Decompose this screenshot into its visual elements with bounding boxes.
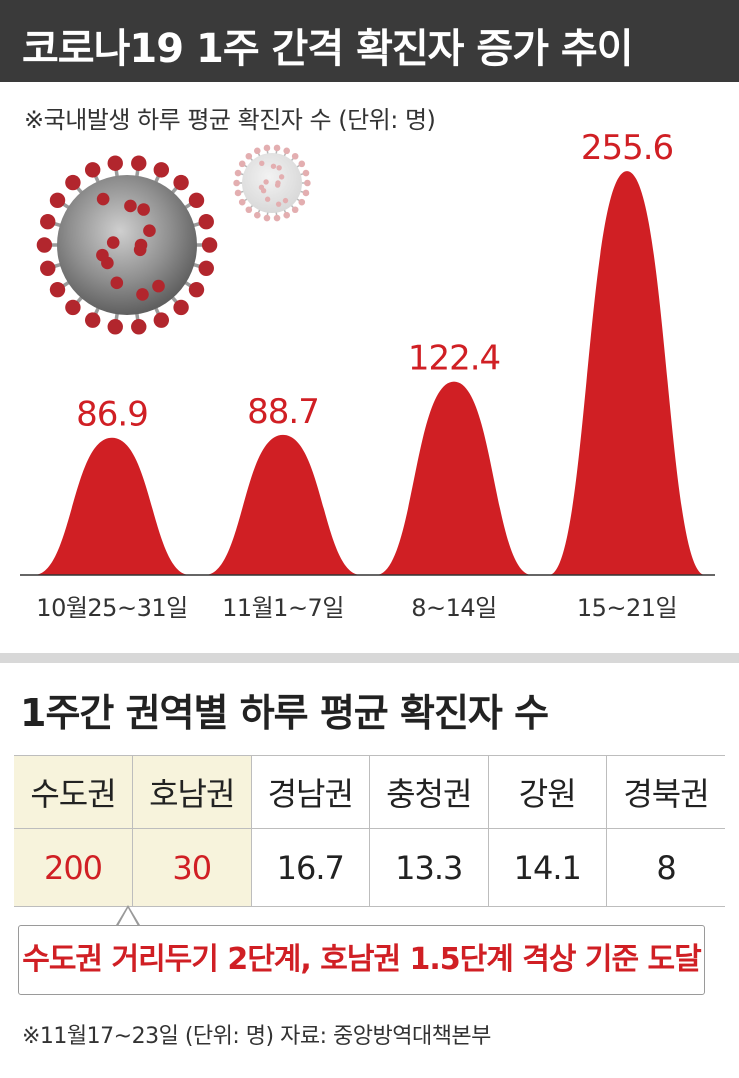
value-cell-gyeongnam: 16.7	[251, 828, 370, 907]
value-label-1: 88.7	[247, 392, 319, 432]
peak-1	[205, 434, 361, 575]
virus-illustration-faint	[233, 144, 311, 222]
value-label-2: 122.4	[408, 339, 500, 379]
header-cell-gangwon: 강원	[488, 755, 607, 829]
peak-0	[34, 437, 190, 575]
region-table: 수도권 호남권 경남권 충청권 강원 경북권 200 30 16.7 13.3 …	[14, 755, 725, 907]
value-cell-gyeongbuk: 8	[606, 828, 725, 907]
trend-chart: 86.9 88.7 122.4 255.6 10월25~31일 11월1~7일 8~14일…	[20, 128, 715, 622]
value-cell-gangwon: 14.1	[488, 828, 607, 907]
page-title: 코로나19 1주 간격 확진자 증가 추이	[22, 26, 634, 72]
callout-box: 수도권 거리두기 2단계, 호남권 1.5단계 격상 기준 도달	[18, 925, 705, 995]
header-cell-chungcheong: 충청권	[369, 755, 489, 829]
header-cell-capital: 수도권	[14, 755, 133, 829]
category-label-3: 15~21일	[577, 594, 677, 622]
virus-illustration	[36, 155, 218, 335]
table-title: 1주간 권역별 하루 평균 확진자 수	[20, 691, 549, 735]
peak-2	[376, 381, 532, 575]
header-cell-gyeongnam: 경남권	[251, 755, 370, 829]
header-banner: 코로나19 1주 간격 확진자 증가 추이	[0, 0, 739, 82]
callout-text: 수도권 거리두기 2단계, 호남권 1.5단계 격상 기준 도달	[22, 942, 702, 977]
table-value-row: 200 30 16.7 13.3 14.1 8	[14, 828, 725, 907]
value-cell-capital: 200	[14, 828, 133, 907]
category-label-1: 11월1~7일	[222, 594, 344, 622]
header-cell-gyeongbuk: 경북권	[606, 755, 725, 829]
footnote-source: ※11월17~23일 (단위: 명) 자료: 중앙방역대책본부	[22, 1024, 491, 1049]
value-cell-chungcheong: 13.3	[369, 828, 489, 907]
value-cell-honam: 30	[132, 828, 252, 907]
table-header-row: 수도권 호남권 경남권 충청권 강원 경북권	[14, 755, 725, 829]
value-label-0: 86.9	[76, 395, 148, 435]
section-divider	[0, 653, 739, 663]
header-cell-honam: 호남권	[132, 755, 252, 829]
category-label-2: 8~14일	[411, 594, 497, 622]
category-label-0: 10월25~31일	[36, 594, 187, 622]
peak-3	[549, 171, 705, 576]
value-label-3: 255.6	[581, 128, 673, 168]
chart-subtitle: ※국내발생 하루 평균 확진자 수 (단위: 명)	[24, 106, 436, 134]
